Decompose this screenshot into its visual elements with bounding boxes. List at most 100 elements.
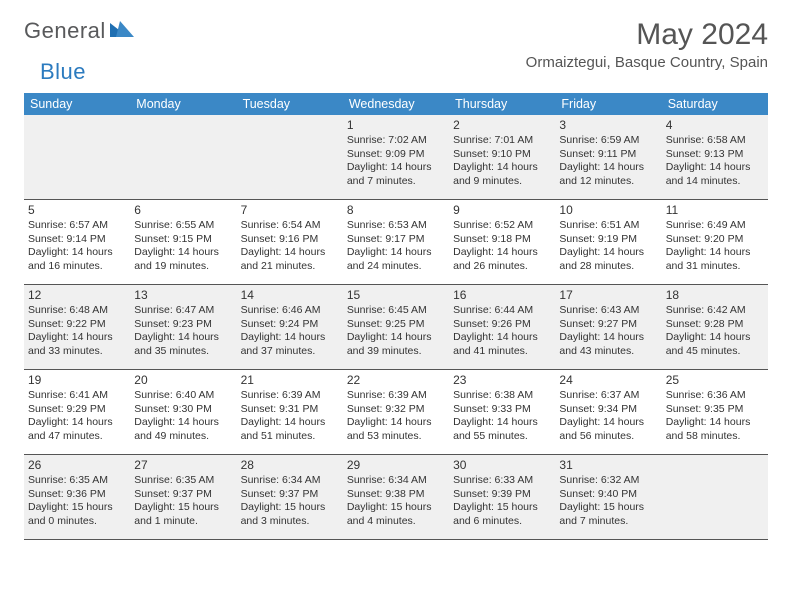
sunrise-text: Sunrise: 6:48 AM [28, 304, 126, 317]
sunset-text: Sunset: 9:25 PM [347, 318, 445, 331]
sunset-text: Sunset: 9:27 PM [559, 318, 657, 331]
daylight-text: Daylight: 14 hours and 41 minutes. [453, 331, 551, 358]
day-cell: 25Sunrise: 6:36 AMSunset: 9:35 PMDayligh… [662, 370, 768, 454]
day-cell: 16Sunrise: 6:44 AMSunset: 9:26 PMDayligh… [449, 285, 555, 369]
sunrise-text: Sunrise: 6:59 AM [559, 134, 657, 147]
sunset-text: Sunset: 9:11 PM [559, 148, 657, 161]
sunrise-text: Sunrise: 6:40 AM [134, 389, 232, 402]
day-cell: 20Sunrise: 6:40 AMSunset: 9:30 PMDayligh… [130, 370, 236, 454]
sunset-text: Sunset: 9:40 PM [559, 488, 657, 501]
sunrise-text: Sunrise: 6:57 AM [28, 219, 126, 232]
day-number: 28 [241, 458, 339, 473]
sunrise-text: Sunrise: 6:34 AM [347, 474, 445, 487]
daylight-text: Daylight: 14 hours and 49 minutes. [134, 416, 232, 443]
sunrise-text: Sunrise: 6:49 AM [666, 219, 764, 232]
sunset-text: Sunset: 9:37 PM [241, 488, 339, 501]
day-cell: 6Sunrise: 6:55 AMSunset: 9:15 PMDaylight… [130, 200, 236, 284]
sunset-text: Sunset: 9:35 PM [666, 403, 764, 416]
daylight-text: Daylight: 14 hours and 55 minutes. [453, 416, 551, 443]
day-number: 22 [347, 373, 445, 388]
day-cell: 13Sunrise: 6:47 AMSunset: 9:23 PMDayligh… [130, 285, 236, 369]
sunrise-text: Sunrise: 6:45 AM [347, 304, 445, 317]
logo: General [24, 18, 138, 44]
day-number: 18 [666, 288, 764, 303]
day-cell [662, 455, 768, 539]
day-cell: 26Sunrise: 6:35 AMSunset: 9:36 PMDayligh… [24, 455, 130, 539]
day-cell: 22Sunrise: 6:39 AMSunset: 9:32 PMDayligh… [343, 370, 449, 454]
day-cell: 10Sunrise: 6:51 AMSunset: 9:19 PMDayligh… [555, 200, 661, 284]
sunset-text: Sunset: 9:33 PM [453, 403, 551, 416]
day-number: 27 [134, 458, 232, 473]
day-cell: 9Sunrise: 6:52 AMSunset: 9:18 PMDaylight… [449, 200, 555, 284]
day-cell: 27Sunrise: 6:35 AMSunset: 9:37 PMDayligh… [130, 455, 236, 539]
sunrise-text: Sunrise: 6:33 AM [453, 474, 551, 487]
day-cell: 3Sunrise: 6:59 AMSunset: 9:11 PMDaylight… [555, 115, 661, 199]
sunset-text: Sunset: 9:28 PM [666, 318, 764, 331]
day-number: 26 [28, 458, 126, 473]
sunrise-text: Sunrise: 6:38 AM [453, 389, 551, 402]
daylight-text: Daylight: 14 hours and 45 minutes. [666, 331, 764, 358]
sunset-text: Sunset: 9:32 PM [347, 403, 445, 416]
sunrise-text: Sunrise: 6:35 AM [28, 474, 126, 487]
day-number: 19 [28, 373, 126, 388]
day-cell: 4Sunrise: 6:58 AMSunset: 9:13 PMDaylight… [662, 115, 768, 199]
day-cell: 30Sunrise: 6:33 AMSunset: 9:39 PMDayligh… [449, 455, 555, 539]
sunset-text: Sunset: 9:34 PM [559, 403, 657, 416]
day-number: 7 [241, 203, 339, 218]
daylight-text: Daylight: 14 hours and 43 minutes. [559, 331, 657, 358]
day-number: 14 [241, 288, 339, 303]
daylight-text: Daylight: 14 hours and 35 minutes. [134, 331, 232, 358]
sunset-text: Sunset: 9:26 PM [453, 318, 551, 331]
day-number: 9 [453, 203, 551, 218]
sunset-text: Sunset: 9:38 PM [347, 488, 445, 501]
day-number: 17 [559, 288, 657, 303]
week-row: 1Sunrise: 7:02 AMSunset: 9:09 PMDaylight… [24, 115, 768, 200]
sunrise-text: Sunrise: 6:37 AM [559, 389, 657, 402]
day-number: 2 [453, 118, 551, 133]
daylight-text: Daylight: 14 hours and 47 minutes. [28, 416, 126, 443]
sunrise-text: Sunrise: 6:52 AM [453, 219, 551, 232]
sunrise-text: Sunrise: 6:41 AM [28, 389, 126, 402]
daylight-text: Daylight: 14 hours and 21 minutes. [241, 246, 339, 273]
day-number: 25 [666, 373, 764, 388]
sunrise-text: Sunrise: 6:39 AM [347, 389, 445, 402]
sunrise-text: Sunrise: 6:36 AM [666, 389, 764, 402]
daylight-text: Daylight: 15 hours and 4 minutes. [347, 501, 445, 528]
daylight-text: Daylight: 15 hours and 7 minutes. [559, 501, 657, 528]
sunset-text: Sunset: 9:20 PM [666, 233, 764, 246]
sunset-text: Sunset: 9:31 PM [241, 403, 339, 416]
sunset-text: Sunset: 9:37 PM [134, 488, 232, 501]
daylight-text: Daylight: 14 hours and 28 minutes. [559, 246, 657, 273]
daylight-text: Daylight: 14 hours and 9 minutes. [453, 161, 551, 188]
logo-text-blue: Blue [40, 59, 86, 85]
day-number: 4 [666, 118, 764, 133]
sunset-text: Sunset: 9:29 PM [28, 403, 126, 416]
day-number: 21 [241, 373, 339, 388]
day-header: Thursday [449, 93, 555, 115]
day-cell: 31Sunrise: 6:32 AMSunset: 9:40 PMDayligh… [555, 455, 661, 539]
sunset-text: Sunset: 9:15 PM [134, 233, 232, 246]
day-cell: 15Sunrise: 6:45 AMSunset: 9:25 PMDayligh… [343, 285, 449, 369]
day-number: 16 [453, 288, 551, 303]
day-cell [130, 115, 236, 199]
daylight-text: Daylight: 14 hours and 19 minutes. [134, 246, 232, 273]
day-header: Tuesday [237, 93, 343, 115]
logo-text-general: General [24, 18, 106, 44]
day-cell: 8Sunrise: 6:53 AMSunset: 9:17 PMDaylight… [343, 200, 449, 284]
day-cell [24, 115, 130, 199]
day-cell: 1Sunrise: 7:02 AMSunset: 9:09 PMDaylight… [343, 115, 449, 199]
sunrise-text: Sunrise: 6:46 AM [241, 304, 339, 317]
sunset-text: Sunset: 9:16 PM [241, 233, 339, 246]
day-number: 30 [453, 458, 551, 473]
daylight-text: Daylight: 14 hours and 24 minutes. [347, 246, 445, 273]
day-cell: 5Sunrise: 6:57 AMSunset: 9:14 PMDaylight… [24, 200, 130, 284]
sunrise-text: Sunrise: 6:54 AM [241, 219, 339, 232]
sunrise-text: Sunrise: 6:51 AM [559, 219, 657, 232]
sunrise-text: Sunrise: 6:55 AM [134, 219, 232, 232]
day-cell: 19Sunrise: 6:41 AMSunset: 9:29 PMDayligh… [24, 370, 130, 454]
daylight-text: Daylight: 14 hours and 26 minutes. [453, 246, 551, 273]
daylight-text: Daylight: 14 hours and 39 minutes. [347, 331, 445, 358]
day-number: 12 [28, 288, 126, 303]
daylight-text: Daylight: 15 hours and 6 minutes. [453, 501, 551, 528]
sunset-text: Sunset: 9:24 PM [241, 318, 339, 331]
